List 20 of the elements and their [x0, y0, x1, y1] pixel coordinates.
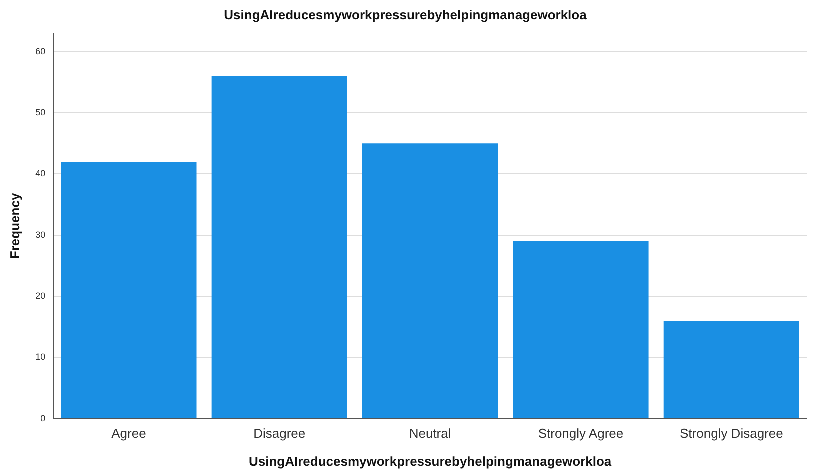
y-tick-label: 40 — [36, 168, 46, 179]
y-axis-title: Frequency — [7, 192, 22, 260]
y-tick-label: 60 — [36, 46, 46, 56]
bar — [362, 144, 498, 418]
y-tick-label: 0 — [40, 413, 46, 424]
chart-title: UsingAIreducesmyworkpressurebyhelpingmanageworkloa — [224, 7, 588, 22]
x-tick-label: Neutral — [409, 426, 452, 442]
y-tick-label: 10 — [36, 352, 46, 362]
y-tick-label: 30 — [36, 230, 46, 240]
x-tick-label: Disagree — [254, 426, 306, 442]
x-tick-label: Strongly Disagree — [680, 426, 784, 442]
x-axis-title: UsingAIreducesmyworkpressurebyhelpingmanageworkloa — [248, 454, 612, 469]
x-tick-label: Strongly Agree — [538, 426, 624, 442]
x-tick-label: Agree — [112, 426, 146, 442]
bar — [212, 76, 348, 418]
bar — [513, 241, 649, 418]
y-tick-label: 50 — [36, 108, 46, 118]
bar — [61, 162, 197, 418]
y-tick-label: 20 — [36, 291, 46, 301]
bar — [664, 320, 800, 418]
